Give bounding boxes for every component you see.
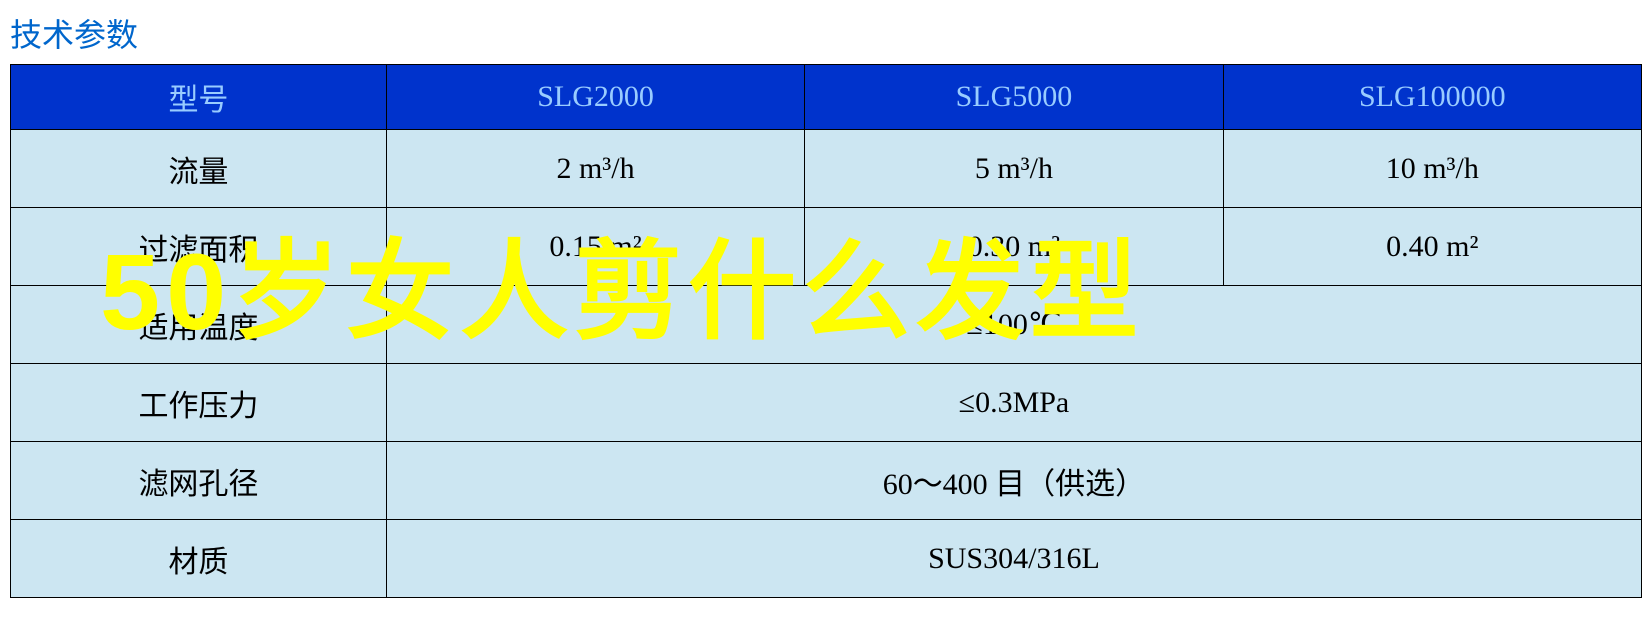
cell-mesh: 60～400 目（供选） xyxy=(386,442,1641,520)
cell-temperature: ≤100℃ xyxy=(386,286,1641,364)
table-row: 材质 SUS304/316L xyxy=(11,520,1642,598)
table-row: 滤网孔径 60～400 目（供选） xyxy=(11,442,1642,520)
row-label-filter-area: 过滤面积 xyxy=(11,208,387,286)
cell-area-slg5000: 0.30 m² xyxy=(805,208,1223,286)
cell-area-slg100000: 0.40 m² xyxy=(1223,208,1641,286)
row-label-pressure: 工作压力 xyxy=(11,364,387,442)
cell-area-slg2000: 0.15 m² xyxy=(386,208,804,286)
cell-flow-slg100000: 10 m³/h xyxy=(1223,130,1641,208)
cell-flow-slg2000: 2 m³/h xyxy=(386,130,804,208)
header-slg2000: SLG2000 xyxy=(386,65,804,130)
table-header-row: 型号 SLG2000 SLG5000 SLG100000 xyxy=(11,65,1642,130)
table-row: 适用温度 ≤100℃ xyxy=(11,286,1642,364)
row-label-mesh: 滤网孔径 xyxy=(11,442,387,520)
page-title: 技术参数 xyxy=(10,10,1642,56)
header-slg100000: SLG100000 xyxy=(1223,65,1641,130)
table-body: 流量 2 m³/h 5 m³/h 10 m³/h 过滤面积 0.15 m² 0.… xyxy=(11,130,1642,598)
table-row: 流量 2 m³/h 5 m³/h 10 m³/h xyxy=(11,130,1642,208)
header-slg5000: SLG5000 xyxy=(805,65,1223,130)
row-label-temperature: 适用温度 xyxy=(11,286,387,364)
header-model: 型号 xyxy=(11,65,387,130)
specs-table: 型号 SLG2000 SLG5000 SLG100000 流量 2 m³/h 5… xyxy=(10,64,1642,598)
table-row: 过滤面积 0.15 m² 0.30 m² 0.40 m² xyxy=(11,208,1642,286)
row-label-flow: 流量 xyxy=(11,130,387,208)
cell-flow-slg5000: 5 m³/h xyxy=(805,130,1223,208)
table-row: 工作压力 ≤0.3MPa xyxy=(11,364,1642,442)
row-label-material: 材质 xyxy=(11,520,387,598)
cell-material: SUS304/316L xyxy=(386,520,1641,598)
cell-pressure: ≤0.3MPa xyxy=(386,364,1641,442)
